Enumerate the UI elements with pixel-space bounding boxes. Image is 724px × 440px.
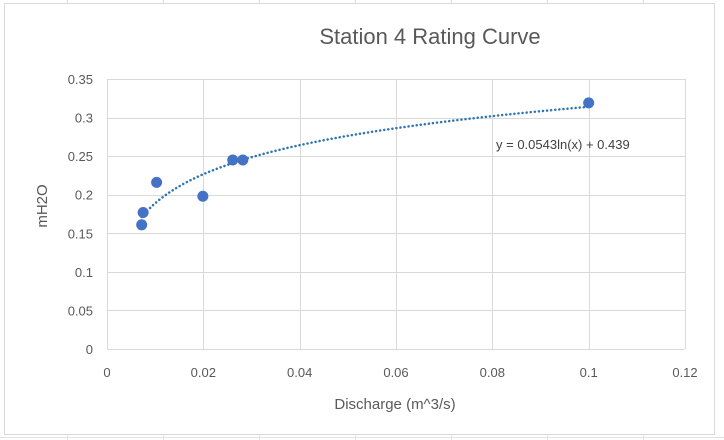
data-point [151, 176, 163, 188]
trendline [140, 105, 590, 219]
gridlines [107, 79, 686, 350]
y-tick-label: 0.35 [68, 72, 93, 87]
y-tick-label: 0.3 [75, 111, 93, 126]
y-tick-label: 0.1 [75, 265, 93, 280]
data-point [227, 154, 239, 166]
y-axis-tick-labels: 0 0.05 0.1 0.15 0.2 0.25 0.3 0.35 [68, 72, 93, 357]
y-tick-label: 0.25 [68, 149, 93, 164]
x-tick-label: 0.04 [287, 365, 312, 380]
y-tick-label: 0.2 [75, 188, 93, 203]
data-points [136, 97, 595, 231]
y-tick-label: 0.15 [68, 226, 93, 241]
chart-title: Station 4 Rating Curve [319, 24, 540, 49]
trendline-equation: y = 0.0543ln(x) + 0.439 [496, 137, 630, 152]
x-tick-label: 0.1 [580, 365, 598, 380]
data-point [137, 206, 149, 218]
x-tick-label: 0.12 [672, 365, 697, 380]
x-tick-label: 0.06 [383, 365, 408, 380]
y-tick-label: 0 [86, 342, 93, 357]
data-point [197, 190, 209, 202]
y-tick-label: 0.05 [68, 303, 93, 318]
x-axis-tick-labels: 0 0.02 0.04 0.06 0.08 0.1 0.12 [103, 365, 697, 380]
data-point [136, 219, 148, 231]
x-tick-label: 0.02 [191, 365, 216, 380]
chart-area[interactable]: Station 4 Rating Curve 0 0.05 0.1 0.15 0.2 0.… [4, 3, 715, 435]
data-point [583, 97, 595, 109]
trendline-layer [140, 105, 590, 219]
chart-svg: Station 4 Rating Curve 0 0.05 0.1 0.15 0.2 0.… [34, 24, 698, 413]
x-tick-label: 0.08 [480, 365, 505, 380]
x-tick-label: 0 [103, 365, 110, 380]
y-axis-label: mH2O [34, 184, 51, 227]
x-axis-label: Discharge (m^3/s) [334, 396, 455, 413]
data-point [237, 154, 249, 166]
